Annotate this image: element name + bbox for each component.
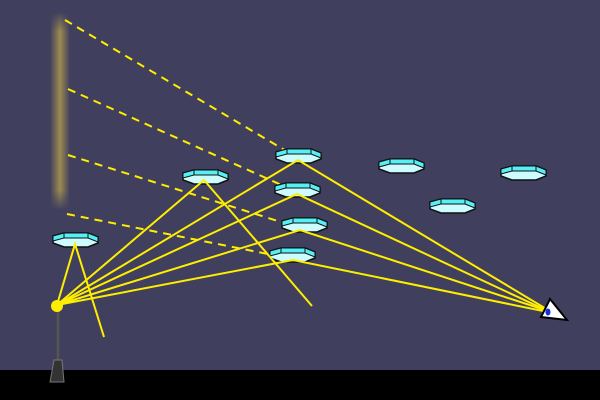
light-ray [56,258,549,313]
virtual-ray [64,19,299,159]
street-lamp-icon [49,300,65,383]
virtual-ray [67,154,301,229]
ground [0,370,600,400]
light-pillar-glow [50,12,70,210]
crystal-icon [281,217,328,233]
light-ray [56,158,549,311]
light-rays [56,158,549,338]
eye-icon [539,297,570,322]
light-ray [56,240,105,338]
light-ray [56,228,549,312]
crystal-icon [429,198,476,214]
virtual-rays [64,19,301,260]
crystal-icon [500,165,547,181]
virtual-ray [66,213,294,260]
crystal-icon [378,158,425,174]
light-ray [56,192,549,312]
